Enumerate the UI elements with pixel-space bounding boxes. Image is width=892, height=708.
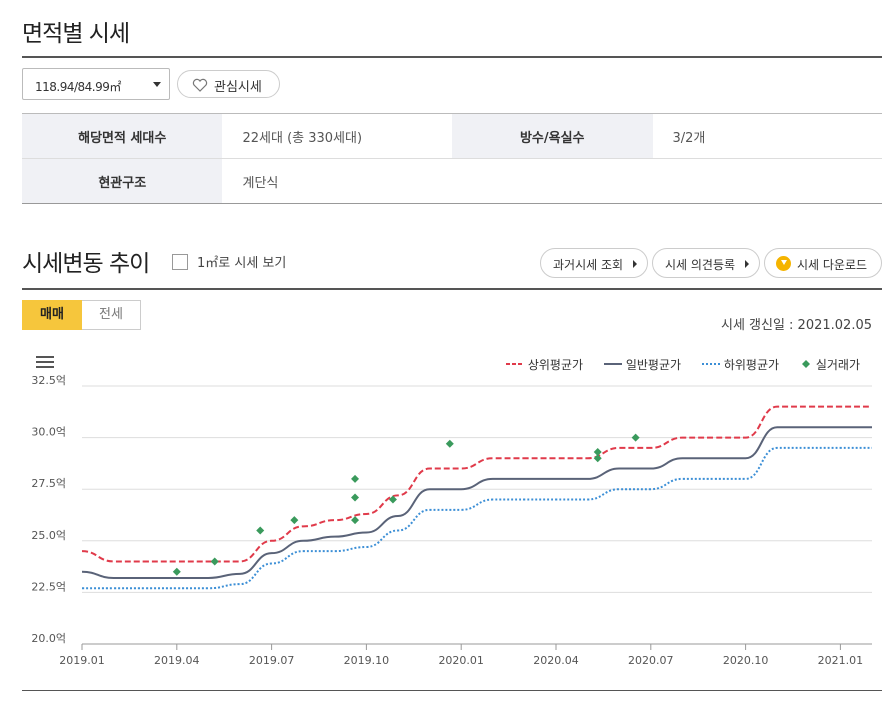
chart-bottom-divider <box>22 690 882 691</box>
y-tick-label: 25.0억 <box>31 529 66 542</box>
price-trend-chart: 20.0억 22.5억 25.0억 27.5억 30.0억 32.5억 2019.01 201… <box>31 374 872 667</box>
sqm-checkbox[interactable] <box>172 254 188 270</box>
y-tick-label: 20.0억 <box>31 632 66 645</box>
x-tick-label: 2020.07 <box>628 654 674 667</box>
area-info-table: 해당면적 세대수 22세대 (총 330세대) 방수/욕실수 3/2개 현관구조… <box>22 113 882 204</box>
legend-upper: 상위평균가 <box>506 356 583 373</box>
y-tick-label: 30.0억 <box>31 426 66 439</box>
x-tick-label: 2019.07 <box>249 654 295 667</box>
tab-jeonse[interactable]: 전세 <box>82 300 141 330</box>
actual-trade-point <box>256 526 265 535</box>
past-price-button[interactable]: 과거시세 조회 <box>540 248 648 278</box>
area-select-value: 118.94/84.99㎡ <box>35 80 121 94</box>
tab-sale[interactable]: 매매 <box>22 300 82 330</box>
legend-lower-label: 하위평균가 <box>723 358 780 372</box>
opinion-register-button[interactable]: 시세 의견등록 <box>652 248 760 278</box>
households-value: 22세대 (총 330세대) <box>222 113 452 159</box>
trend-title: 시세변동 추이 <box>22 251 150 277</box>
price-download-button[interactable]: 시세 다운로드 <box>764 248 882 278</box>
households-label: 해당면적 세대수 <box>22 113 223 159</box>
x-tick-label: 2019.01 <box>59 654 105 667</box>
actual-trade-point <box>388 495 397 504</box>
download-icon <box>776 256 791 271</box>
legend-upper-label: 상위평균가 <box>527 358 584 372</box>
dotted-line-icon <box>702 363 720 365</box>
legend-actual-label: 실거래가 <box>815 358 860 372</box>
x-tick-label: 2021.01 <box>818 654 864 667</box>
solid-line-icon <box>604 363 622 365</box>
entrance-value: 계단식 <box>222 158 882 204</box>
past-price-label: 과거시세 조회 <box>553 258 624 272</box>
entrance-label: 현관구조 <box>22 158 223 204</box>
legend-general: 일반평균가 <box>604 356 681 373</box>
opinion-register-label: 시세 의견등록 <box>665 258 736 272</box>
area-select[interactable]: 118.94/84.99㎡ <box>22 68 170 100</box>
header-divider <box>22 56 882 58</box>
legend-lower: 하위평균가 <box>702 356 779 373</box>
series-line-1 <box>81 426 872 579</box>
actual-trade-point <box>593 454 602 463</box>
menu-icon[interactable] <box>36 356 54 371</box>
x-tick-label: 2020.04 <box>533 654 579 667</box>
price-download-label: 시세 다운로드 <box>797 258 868 272</box>
x-tick-label: 2019.10 <box>344 654 390 667</box>
legend-general-label: 일반평균가 <box>625 358 682 372</box>
actual-trade-point <box>351 516 360 525</box>
actual-trade-point <box>172 567 181 576</box>
series-line-2 <box>82 446 872 590</box>
actual-trade-point <box>593 448 602 457</box>
legend-actual: 실거래가 <box>800 356 860 373</box>
actual-trade-point <box>445 439 454 448</box>
x-tick-label: 2020.10 <box>723 654 769 667</box>
rooms-value: 3/2개 <box>652 113 882 159</box>
page-title: 면적별 시세 <box>22 21 130 47</box>
favorite-price-label: 관심시세 <box>214 80 262 95</box>
x-tick-label: 2020.01 <box>438 654 484 667</box>
update-date: 시세 갱신일 : 2021.02.05 <box>720 318 872 333</box>
y-tick-label: 32.5억 <box>31 374 66 387</box>
actual-trade-point <box>351 493 360 502</box>
actual-trade-point <box>210 557 219 566</box>
favorite-price-button[interactable]: 관심시세 <box>177 70 280 98</box>
chevron-down-icon <box>153 82 161 87</box>
chevron-right-icon <box>745 260 749 268</box>
rooms-label: 방수/욕실수 <box>451 113 653 159</box>
dashed-line-icon <box>506 363 524 365</box>
actual-trade-point <box>351 474 360 483</box>
y-tick-label: 27.5억 <box>31 477 66 490</box>
actual-trade-point <box>631 433 640 442</box>
heart-icon <box>192 78 208 92</box>
sqm-checkbox-label: 1㎡로 시세 보기 <box>197 256 287 271</box>
actual-trade-point <box>290 516 299 525</box>
diamond-icon <box>802 360 810 368</box>
x-tick-label: 2019.04 <box>154 654 200 667</box>
trend-divider <box>22 288 882 290</box>
chevron-right-icon <box>633 260 637 268</box>
y-tick-label: 22.5억 <box>31 580 66 593</box>
